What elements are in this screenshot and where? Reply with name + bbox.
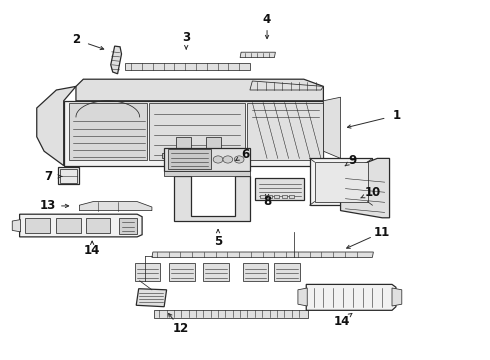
Polygon shape	[169, 263, 195, 281]
Polygon shape	[164, 171, 250, 176]
Polygon shape	[203, 263, 229, 281]
Polygon shape	[58, 167, 79, 184]
Circle shape	[234, 156, 244, 163]
Polygon shape	[149, 103, 245, 160]
Text: 9: 9	[349, 154, 357, 167]
Polygon shape	[60, 169, 77, 183]
Polygon shape	[323, 97, 341, 158]
Text: 3: 3	[182, 31, 190, 44]
Text: 14: 14	[334, 315, 350, 328]
Polygon shape	[136, 289, 167, 307]
Circle shape	[213, 156, 223, 163]
Polygon shape	[310, 158, 372, 205]
Polygon shape	[206, 137, 235, 158]
Text: 13: 13	[40, 199, 56, 212]
Bar	[289, 195, 294, 198]
Polygon shape	[12, 220, 21, 232]
Polygon shape	[37, 86, 76, 166]
Polygon shape	[174, 176, 250, 221]
Polygon shape	[135, 263, 160, 281]
Polygon shape	[86, 218, 110, 233]
Polygon shape	[125, 63, 250, 70]
Polygon shape	[392, 288, 402, 306]
Bar	[274, 195, 279, 198]
Polygon shape	[315, 162, 368, 202]
Polygon shape	[119, 218, 137, 234]
Polygon shape	[247, 103, 323, 160]
Text: 10: 10	[364, 186, 381, 199]
Polygon shape	[64, 101, 323, 166]
Text: 4: 4	[263, 13, 271, 26]
Polygon shape	[69, 103, 147, 160]
Polygon shape	[341, 158, 390, 218]
Polygon shape	[25, 218, 50, 233]
Polygon shape	[79, 202, 152, 211]
Polygon shape	[154, 310, 308, 318]
Text: 8: 8	[263, 195, 271, 208]
Polygon shape	[298, 288, 307, 306]
Polygon shape	[243, 263, 268, 281]
Text: 11: 11	[374, 226, 391, 239]
Polygon shape	[240, 52, 275, 58]
Text: 2: 2	[72, 33, 80, 46]
Text: 5: 5	[214, 235, 222, 248]
Text: 6: 6	[241, 148, 249, 161]
Polygon shape	[164, 148, 250, 171]
Text: 12: 12	[172, 322, 189, 335]
Bar	[282, 195, 287, 198]
Polygon shape	[152, 252, 373, 257]
Polygon shape	[250, 81, 323, 90]
Polygon shape	[76, 79, 323, 101]
Polygon shape	[162, 137, 191, 158]
Polygon shape	[168, 149, 211, 169]
Bar	[260, 195, 265, 198]
Text: 14: 14	[84, 244, 100, 257]
Polygon shape	[56, 218, 81, 233]
Text: 1: 1	[393, 109, 401, 122]
Polygon shape	[20, 214, 142, 237]
Polygon shape	[274, 263, 300, 281]
Polygon shape	[111, 46, 122, 74]
Bar	[267, 195, 272, 198]
Polygon shape	[306, 284, 396, 310]
Circle shape	[223, 156, 233, 163]
Polygon shape	[255, 178, 304, 200]
Text: 7: 7	[44, 170, 52, 183]
